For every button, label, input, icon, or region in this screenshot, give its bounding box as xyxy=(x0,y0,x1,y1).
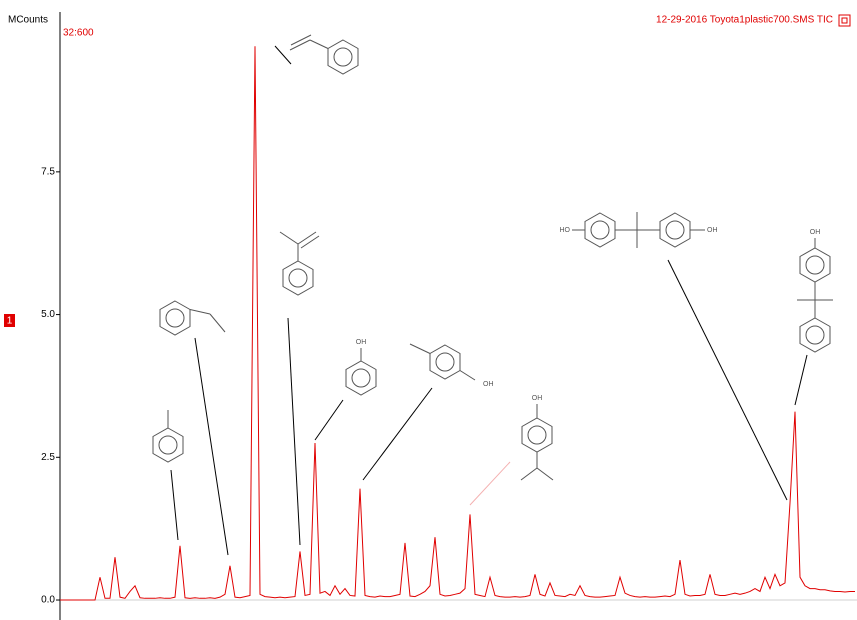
leader-lines xyxy=(170,45,808,556)
y-tick-label: 0.0 xyxy=(41,595,55,606)
y-axis-label: MCounts xyxy=(8,15,48,26)
annotation: HO xyxy=(560,227,571,234)
tic-trace xyxy=(60,46,855,601)
annotation: OH xyxy=(532,395,543,402)
annotation: OH xyxy=(707,227,718,234)
trace-marker-box xyxy=(4,314,15,327)
annotation: OH xyxy=(356,339,367,346)
annotation: OH xyxy=(810,229,821,236)
structures xyxy=(152,34,833,481)
chart-title: 12-29-2016 Toyota1plastic700.SMS TIC xyxy=(656,15,833,26)
y-tick-label: 5.0 xyxy=(41,309,55,320)
view-icon[interactable] xyxy=(838,14,851,27)
trace-marker: 1 xyxy=(7,316,13,327)
subtitle: 32:600 xyxy=(63,28,94,39)
y-tick-label: 7.5 xyxy=(41,166,55,177)
y-tick-label: 2.5 xyxy=(41,452,55,463)
annotation: OH xyxy=(483,381,494,388)
